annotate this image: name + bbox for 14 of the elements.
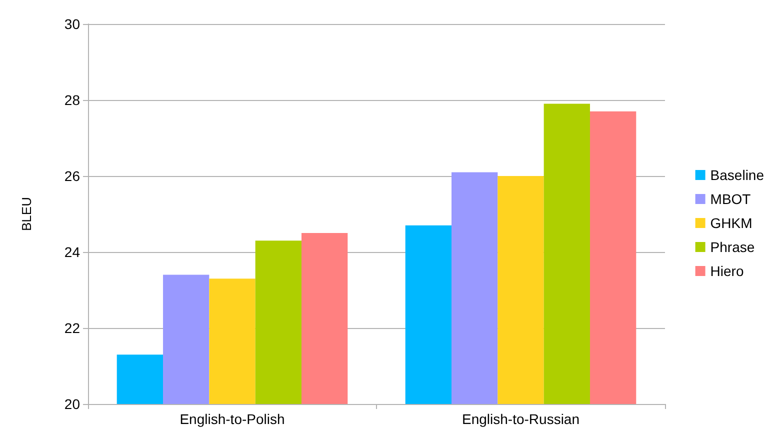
legend-label: Baseline <box>710 167 764 183</box>
x-tick-label: English-to-Russian <box>462 411 580 427</box>
legend-label: Phrase <box>710 239 755 255</box>
legend-label: GHKM <box>710 215 752 231</box>
y-axis-title: BLEU <box>19 197 34 231</box>
y-tick-label: 22 <box>64 320 80 336</box>
x-tick-label: English-to-Polish <box>180 411 285 427</box>
y-tick-label: 28 <box>64 92 80 108</box>
y-tick-label: 20 <box>64 396 80 412</box>
legend-label: Hiero <box>710 263 744 279</box>
legend-label: MBOT <box>710 191 752 207</box>
y-tick-label: 30 <box>64 16 80 32</box>
y-tick-label: 24 <box>64 244 80 260</box>
y-tick-label: 26 <box>64 168 80 184</box>
